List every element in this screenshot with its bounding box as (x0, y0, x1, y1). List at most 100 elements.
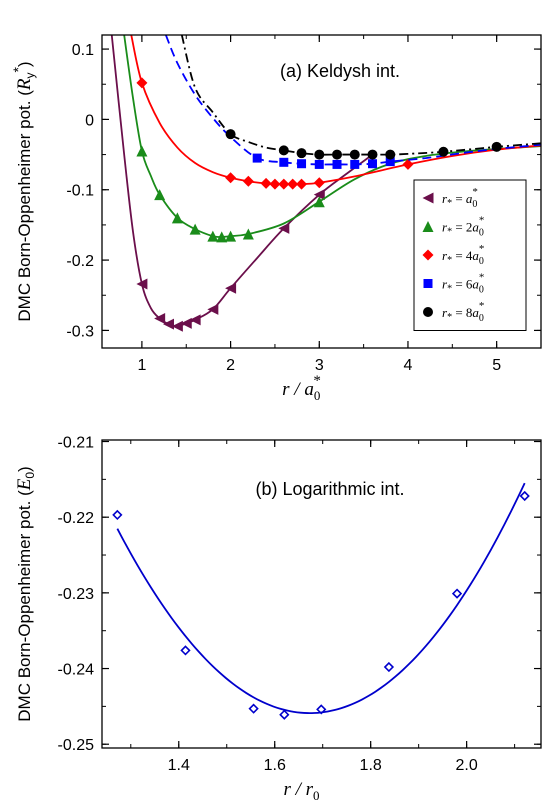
panel-annotation: (a) Keldysh int. (280, 61, 400, 81)
data-point-3 (171, 212, 183, 224)
data-point-8 (385, 157, 395, 167)
legend-item-4: r* = 6a0* (423, 272, 484, 296)
data-point-6 (216, 231, 228, 243)
data-point-legend (422, 192, 434, 204)
x-axis-label: r / r0 (283, 779, 319, 802)
x-tick-label: 1.4 (168, 757, 190, 774)
data-point-3 (163, 318, 175, 330)
data-point-3 (248, 703, 259, 714)
axes-frame (101, 439, 542, 749)
x-tick-label: 1.6 (264, 757, 286, 774)
x-tick-label: 4 (404, 357, 413, 374)
data-point-8 (385, 149, 396, 160)
data-point-1 (112, 509, 123, 521)
plot-area (110, 35, 541, 332)
data-point-10 (491, 141, 502, 152)
x-tick-label: 3 (315, 357, 324, 374)
data-point-2 (225, 172, 237, 184)
legend-label: r* = 2a0* (442, 215, 484, 239)
data-point-4 (314, 159, 324, 169)
data-point-6 (189, 314, 201, 326)
data-point-9 (313, 177, 325, 189)
data-point-7 (367, 149, 378, 160)
data-point-1 (136, 145, 148, 157)
data-point-8 (242, 228, 254, 240)
data-point-6 (350, 159, 360, 169)
series-line (180, 35, 541, 156)
x-tick-label: 1 (137, 357, 146, 374)
y-tick-label: -0.25 (58, 737, 95, 754)
data-point-1 (225, 129, 236, 140)
y-tick-label: -0.22 (58, 510, 95, 527)
panel-annotation: (b) Logarithmic int. (255, 479, 404, 499)
data-point-9 (438, 146, 449, 157)
series-1 (112, 482, 530, 720)
legend-label: r* = 8a0* (442, 300, 484, 324)
y-tick-label: 0 (85, 112, 94, 129)
data-point-1 (136, 77, 148, 89)
data-point-8 (296, 178, 308, 190)
data-point-4 (260, 177, 272, 189)
data-point-legend (422, 221, 434, 232)
series-line (116, 482, 526, 714)
data-point-5 (332, 159, 342, 169)
data-point-6 (278, 178, 290, 190)
data-point-4 (171, 320, 183, 332)
data-point-legend (422, 249, 434, 261)
data-point-2 (279, 157, 289, 167)
legend-item-2: r* = 2a0* (422, 215, 484, 239)
panel-a-keldysh: 1 2 3 4 5 0.1 0 -0.1 -0.2 -0.3 DMC Born-Oppenheime… (10, 34, 542, 403)
data-point-1 (136, 278, 148, 290)
data-point-5 (316, 704, 327, 715)
data-point-2 (154, 189, 166, 201)
x-tick-label: 5 (492, 357, 501, 374)
legend-item-3: r* = 4a0* (422, 243, 484, 267)
series-line (165, 35, 541, 166)
y-axis-label: DMC Born-Oppenheimer pot. (E0) (14, 466, 37, 721)
data-point-2 (278, 145, 289, 156)
legend-label: r* = 6a0* (442, 272, 484, 296)
data-point-5 (332, 149, 343, 160)
y-tick-label: -0.21 (58, 435, 95, 452)
data-point-1 (252, 153, 262, 163)
data-point-7 (287, 178, 299, 190)
y-tick-label: -0.24 (58, 662, 95, 679)
data-point-legend (423, 279, 433, 288)
data-point-7 (207, 303, 219, 315)
data-point-5 (180, 317, 192, 329)
x-tick-label: 2 (226, 357, 235, 374)
plot-area (112, 482, 530, 720)
series-5 (180, 35, 541, 160)
y-tick-label: 0.1 (72, 42, 94, 59)
y-tick-label: -0.1 (66, 183, 94, 200)
legend-item-1: r* = a0* (422, 186, 478, 210)
data-point-4 (189, 223, 201, 235)
x-tick-label: 2.0 (456, 757, 478, 774)
data-point-2 (154, 312, 166, 324)
data-point-4 (314, 149, 325, 160)
data-point-9 (278, 222, 290, 234)
x-axis-label: r / a0* (282, 373, 321, 403)
y-tick-label: -0.23 (58, 586, 95, 603)
y-tick-label: -0.2 (66, 253, 94, 270)
data-point-6 (383, 661, 395, 673)
series-2 (123, 35, 541, 243)
series-4 (165, 35, 541, 169)
data-point-5 (207, 230, 219, 242)
data-point-4 (279, 709, 290, 720)
panel-b-logarithmic: 1.4 1.6 1.8 2.0 -0.21 -0.22 -0.23 -0.24 -0.25 DMC… (14, 435, 542, 802)
data-point-7 (225, 230, 237, 242)
data-point-2 (180, 645, 191, 656)
legend-label: r* = a0* (442, 186, 478, 210)
data-point-10 (313, 189, 325, 201)
data-point-7 (451, 588, 463, 599)
legend-item-5: r* = 8a0* (423, 300, 484, 324)
data-point-legend (423, 307, 433, 317)
y-tick-label: -0.3 (66, 323, 94, 340)
data-point-5 (269, 178, 281, 190)
data-point-3 (242, 175, 254, 187)
data-point-10 (402, 158, 414, 170)
y-axis-label: DMC Born-Oppenheimer pot. (Ry*) (10, 61, 37, 321)
data-point-3 (296, 148, 307, 159)
